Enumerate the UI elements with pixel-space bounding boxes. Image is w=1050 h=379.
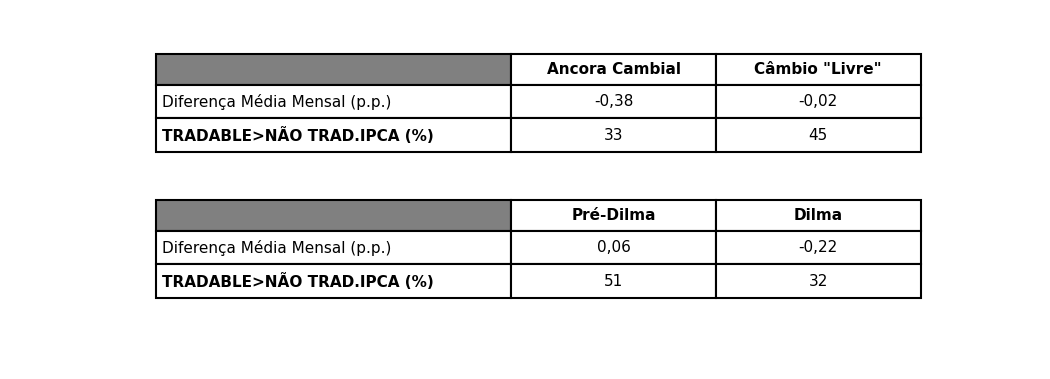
Bar: [155, 231, 511, 265]
Bar: [511, 265, 716, 298]
Bar: [716, 265, 921, 298]
Bar: [716, 200, 921, 231]
Bar: [155, 200, 511, 231]
Text: 45: 45: [808, 128, 827, 143]
Bar: [511, 231, 716, 265]
Text: -0,22: -0,22: [799, 240, 838, 255]
Text: Pré-Dilma: Pré-Dilma: [571, 208, 656, 223]
Bar: [155, 85, 511, 118]
Bar: [155, 54, 511, 85]
Text: Diferença Média Mensal (p.p.): Diferença Média Mensal (p.p.): [162, 94, 392, 110]
Text: TRADABLE>NÃO TRAD.IPCA (%): TRADABLE>NÃO TRAD.IPCA (%): [162, 273, 434, 290]
Bar: [716, 85, 921, 118]
Bar: [716, 231, 921, 265]
Text: 32: 32: [808, 274, 828, 289]
Bar: [155, 118, 511, 152]
Text: Câmbio "Livre": Câmbio "Livre": [755, 62, 882, 77]
Bar: [511, 85, 716, 118]
Text: 0,06: 0,06: [596, 240, 631, 255]
Text: 51: 51: [604, 274, 624, 289]
Text: -0,02: -0,02: [799, 94, 838, 109]
Bar: [155, 265, 511, 298]
Bar: [716, 118, 921, 152]
Text: TRADABLE>NÃO TRAD.IPCA (%): TRADABLE>NÃO TRAD.IPCA (%): [162, 127, 434, 144]
Text: Diferença Média Mensal (p.p.): Diferença Média Mensal (p.p.): [162, 240, 392, 255]
Text: 33: 33: [604, 128, 624, 143]
Bar: [511, 118, 716, 152]
Text: -0,38: -0,38: [594, 94, 633, 109]
Text: Ancora Cambial: Ancora Cambial: [547, 62, 680, 77]
Bar: [511, 54, 716, 85]
Bar: [511, 200, 716, 231]
Bar: [716, 54, 921, 85]
Text: Dilma: Dilma: [794, 208, 843, 223]
